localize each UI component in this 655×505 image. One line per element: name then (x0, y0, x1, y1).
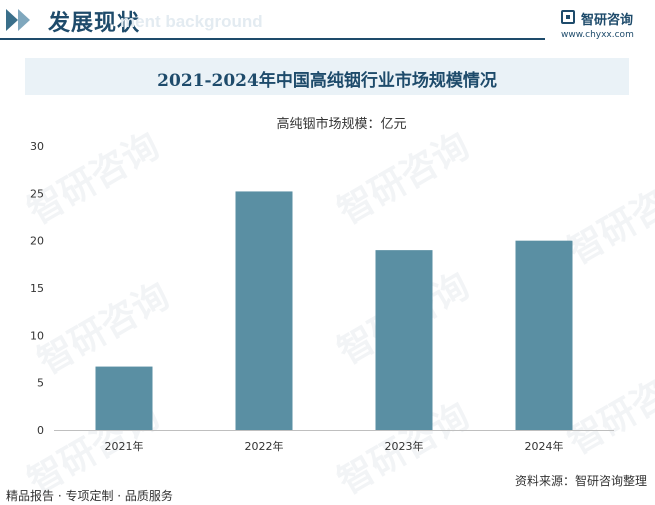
y-tick-label: 0 (37, 424, 44, 437)
y-tick-label: 25 (30, 187, 44, 200)
y-tick-label: 30 (30, 140, 44, 153)
chevron-icon (6, 9, 18, 31)
series-label: 高纯铟市场规模：亿元 (0, 113, 655, 132)
logo-url: www.chyxx.com (561, 30, 634, 40)
bar (375, 250, 433, 430)
bar (515, 240, 573, 430)
footer: 资料来源：智研咨询整理 精品报告 · 专项定制 · 品质服务 (0, 472, 655, 504)
header-divider (0, 38, 545, 40)
x-tick-label: 2022年 (245, 439, 284, 453)
section-title: 发展现状 (48, 10, 141, 36)
x-tick-label: 2021年 (105, 439, 144, 453)
chevron-icon (18, 9, 30, 31)
y-tick-label: 5 (37, 377, 44, 390)
bar (235, 191, 293, 430)
chart-title: 2021-2024年中国高纯铟行业市场规模情况 (157, 71, 497, 91)
section-header: 发展现状 ment background 智研咨询 www.chyxx.com (0, 0, 655, 48)
footer-slogan: 精品报告 · 专项定制 · 品质服务 (6, 489, 173, 503)
x-tick-label: 2023年 (385, 439, 424, 453)
source-note: 资料来源：智研咨询整理 (514, 474, 647, 488)
bar (95, 366, 153, 430)
x-tick-label: 2024年 (525, 439, 564, 453)
y-tick-label: 10 (30, 329, 44, 342)
logo-name: 智研咨询 (581, 13, 634, 28)
y-tick-label: 15 (30, 282, 44, 295)
section-subtitle-ghost: ment background (120, 12, 263, 31)
series-name: 高纯铟市场规模：亿元 (276, 117, 407, 132)
chart-title-band: 2021-2024年中国高纯铟行业市场规模情况 (25, 58, 629, 95)
brand-logo: 智研咨询 www.chyxx.com (559, 8, 651, 44)
y-tick-label: 20 (30, 235, 44, 248)
logo-icon (561, 10, 575, 24)
